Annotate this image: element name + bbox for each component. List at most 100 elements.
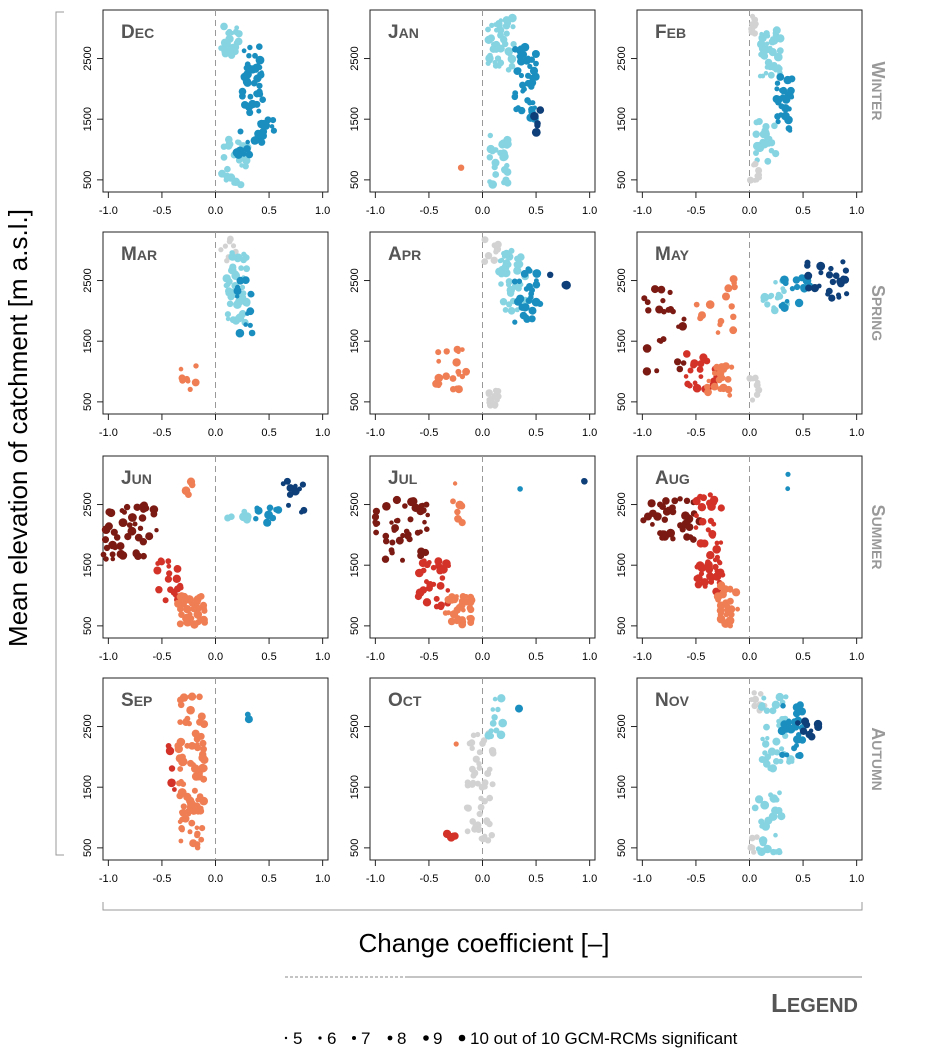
data-point bbox=[254, 506, 263, 515]
data-point bbox=[119, 508, 125, 514]
legend-dot bbox=[352, 1036, 356, 1040]
data-point bbox=[649, 510, 654, 515]
data-point bbox=[273, 506, 279, 513]
data-point bbox=[257, 119, 266, 129]
data-point bbox=[485, 26, 491, 33]
data-point bbox=[230, 243, 237, 249]
data-point bbox=[723, 612, 730, 618]
data-point bbox=[247, 44, 253, 51]
data-point bbox=[198, 836, 205, 843]
data-point bbox=[194, 841, 201, 848]
data-point bbox=[423, 501, 430, 508]
month-label: APR bbox=[388, 244, 421, 265]
data-point bbox=[711, 521, 717, 527]
x-tick-label: -1.0 bbox=[633, 873, 652, 885]
data-point bbox=[796, 703, 801, 709]
data-point bbox=[644, 299, 651, 306]
x-tick-label: 1.0 bbox=[315, 873, 330, 885]
data-point bbox=[254, 63, 261, 70]
data-point bbox=[255, 43, 263, 50]
data-point bbox=[753, 381, 761, 389]
data-point bbox=[842, 267, 850, 274]
data-point bbox=[712, 545, 721, 554]
data-point bbox=[436, 582, 445, 590]
data-point bbox=[487, 34, 496, 42]
data-point bbox=[522, 306, 528, 312]
data-point bbox=[394, 517, 401, 524]
x-tick-label: -1.0 bbox=[366, 651, 385, 663]
data-point bbox=[757, 691, 764, 697]
month-label: JUL bbox=[388, 468, 418, 489]
data-point bbox=[825, 291, 831, 297]
data-point bbox=[696, 539, 705, 548]
data-point bbox=[252, 52, 258, 59]
data-point bbox=[247, 322, 253, 328]
data-point bbox=[507, 54, 517, 64]
data-point bbox=[511, 93, 519, 101]
data-point bbox=[433, 603, 440, 610]
data-point bbox=[236, 276, 245, 285]
data-point bbox=[194, 744, 202, 752]
data-point bbox=[722, 292, 730, 301]
data-point bbox=[751, 695, 760, 704]
data-point bbox=[445, 595, 453, 604]
x-tick-label: -0.5 bbox=[686, 873, 705, 885]
data-point bbox=[178, 778, 184, 785]
data-point bbox=[176, 620, 184, 628]
data-point bbox=[220, 143, 228, 150]
y-tick-label: 500 bbox=[349, 171, 361, 189]
data-point bbox=[661, 516, 668, 523]
panel-mar: -1.0 -0.5 0.0 0.5 1.0 500 1500 2500 MAR bbox=[82, 231, 330, 439]
data-point bbox=[470, 779, 477, 787]
data-point bbox=[758, 756, 766, 763]
panel-nov: -1.0 -0.5 0.0 0.5 1.0 500 1500 2500 NOV bbox=[616, 677, 864, 885]
data-point bbox=[486, 397, 493, 403]
x-tick-label: 0.5 bbox=[795, 205, 810, 217]
data-point bbox=[188, 692, 197, 701]
data-point bbox=[661, 530, 667, 536]
data-point bbox=[382, 532, 390, 540]
legend-count: 5 bbox=[293, 1029, 302, 1048]
panel-oct: -1.0 -0.5 0.0 0.5 1.0 500 1500 2500 OCT bbox=[349, 677, 597, 885]
data-point bbox=[269, 514, 277, 522]
x-tick-label: 0.5 bbox=[528, 205, 543, 217]
data-point bbox=[528, 79, 537, 87]
data-point bbox=[513, 67, 522, 75]
data-point bbox=[776, 73, 785, 81]
data-point bbox=[773, 280, 778, 285]
data-point bbox=[786, 77, 792, 83]
data-point bbox=[472, 755, 480, 763]
data-point bbox=[531, 127, 541, 137]
legend-dot bbox=[318, 1036, 322, 1040]
season-label: AUTUMN bbox=[868, 727, 888, 791]
data-point bbox=[514, 307, 520, 313]
data-point bbox=[109, 551, 116, 558]
panel-aug: -1.0 -0.5 0.0 0.5 1.0 500 1500 2500 AUG bbox=[616, 455, 864, 663]
data-point bbox=[513, 267, 520, 274]
data-point bbox=[659, 503, 666, 510]
data-point bbox=[470, 772, 477, 779]
data-point bbox=[417, 547, 426, 556]
y-tick-label: 500 bbox=[616, 839, 628, 857]
data-point bbox=[453, 741, 459, 747]
data-point bbox=[751, 804, 759, 812]
x-tick-label: 1.0 bbox=[849, 205, 864, 217]
data-point bbox=[266, 504, 274, 512]
data-point bbox=[488, 180, 498, 189]
data-point bbox=[671, 497, 679, 505]
data-point bbox=[247, 93, 254, 100]
data-point bbox=[683, 497, 691, 504]
data-point bbox=[105, 508, 113, 516]
data-point bbox=[446, 563, 452, 569]
data-point bbox=[469, 765, 476, 773]
data-point bbox=[735, 606, 740, 612]
data-point bbox=[683, 350, 691, 358]
data-point bbox=[776, 848, 782, 854]
data-point bbox=[231, 316, 241, 325]
data-point bbox=[179, 809, 185, 815]
data-point bbox=[193, 735, 201, 743]
data-point bbox=[654, 368, 660, 374]
data-point bbox=[753, 391, 761, 398]
data-point bbox=[697, 493, 704, 500]
data-point bbox=[765, 736, 770, 741]
